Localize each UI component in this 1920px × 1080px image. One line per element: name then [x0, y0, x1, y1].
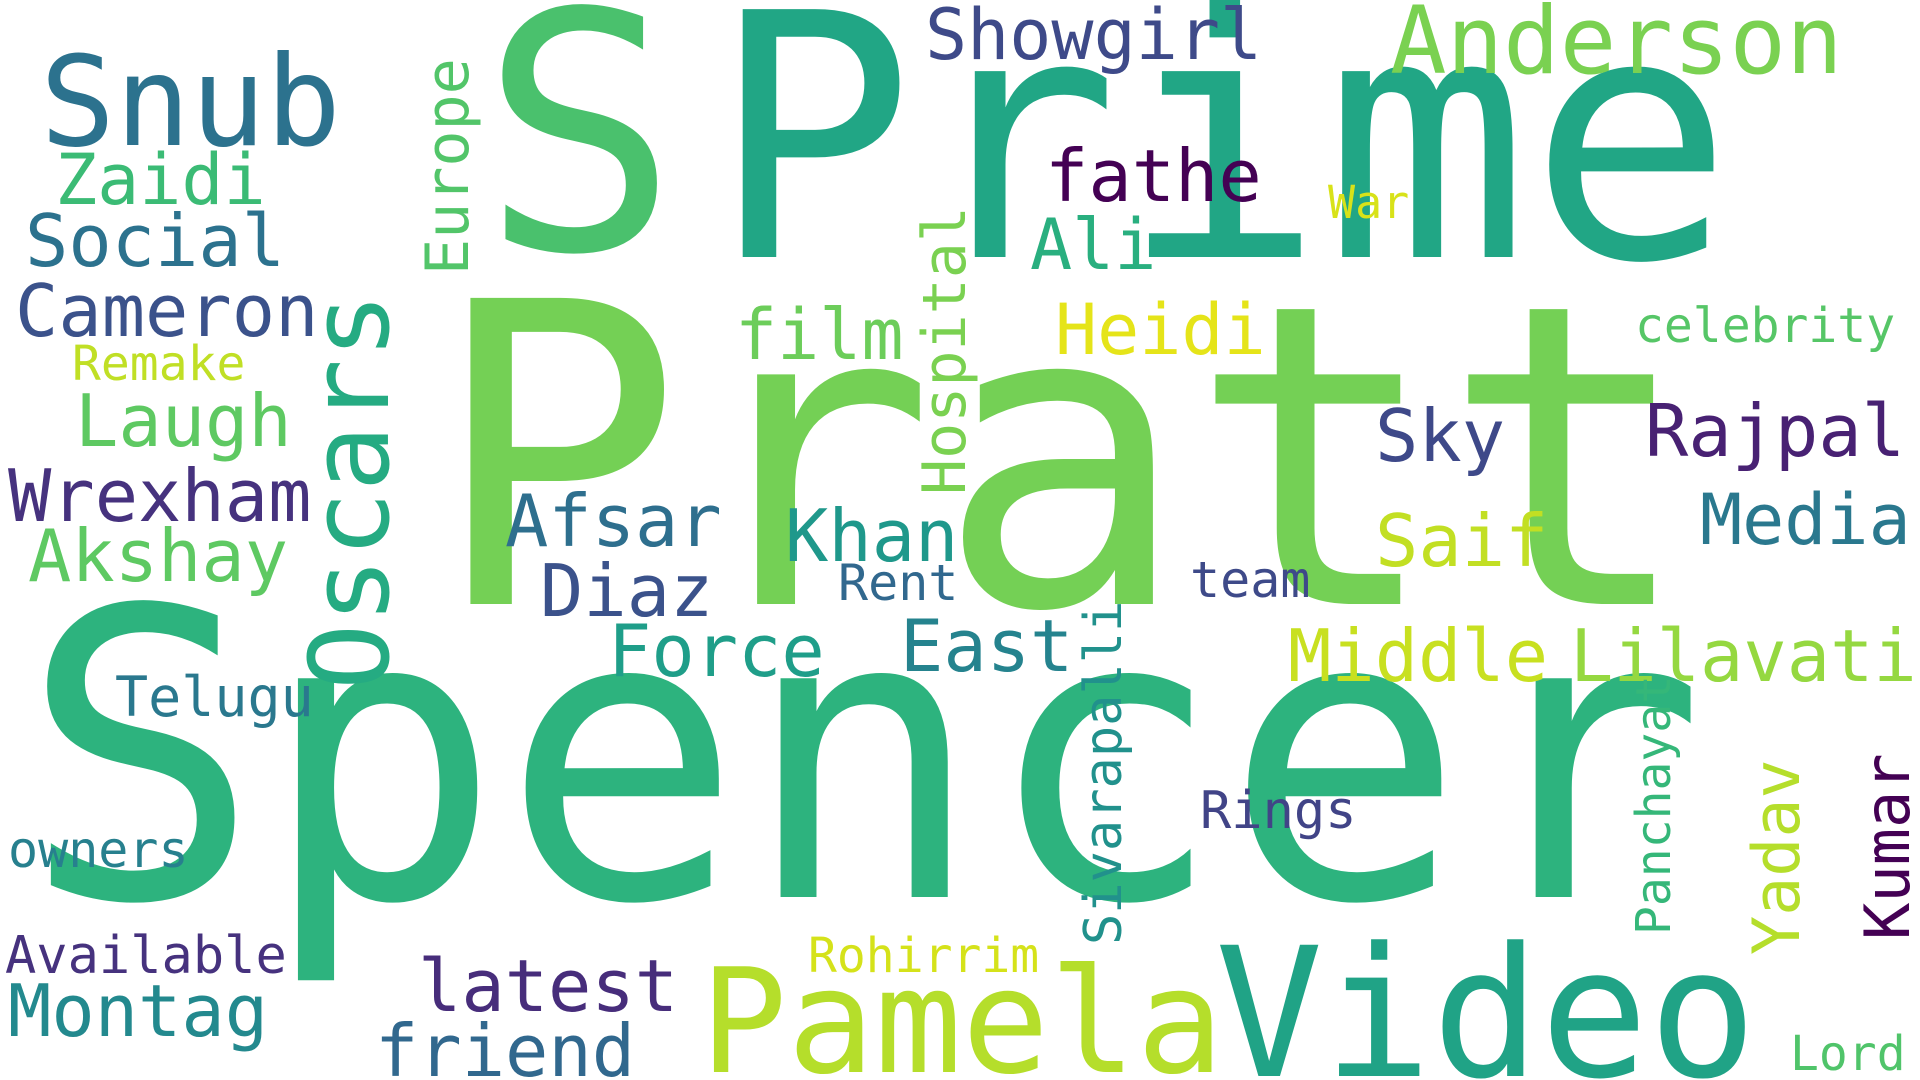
word-video: Video: [1215, 925, 1757, 1080]
word-sky: Sky: [1375, 400, 1505, 472]
word-kumar: Kumar: [1857, 753, 1919, 940]
word-fathe: fathe: [1045, 140, 1262, 212]
word-rings: Rings: [1200, 785, 1357, 837]
word-force: Force: [608, 615, 825, 687]
word-film: film: [735, 300, 904, 370]
word-anderson: Anderson: [1390, 0, 1843, 89]
word-showgirl: Showgirl: [925, 0, 1262, 70]
word-rent: Rent: [838, 558, 958, 608]
word-east: East: [900, 610, 1073, 682]
word-heidi: Heidi: [1055, 295, 1266, 365]
word-montag: Montag: [8, 975, 268, 1047]
word-akshay: Akshay: [28, 520, 288, 592]
word-telugu: Telugu: [115, 670, 314, 725]
word-afsar: Afsar: [505, 485, 722, 557]
word-celebrity: celebrity: [1635, 302, 1895, 350]
word-middle: Middle: [1288, 620, 1548, 692]
word-team: team: [1190, 555, 1310, 605]
word-lord: Lord: [1790, 1030, 1906, 1078]
word-social: Social: [25, 205, 285, 277]
word-war: War: [1328, 180, 1409, 225]
word-friend: friend: [375, 1015, 635, 1080]
word-lilavati: Lilavati: [1570, 620, 1917, 692]
word-media: Media: [1700, 485, 1911, 555]
word-ali: Ali: [1030, 210, 1156, 280]
word-europe: Europe: [418, 58, 478, 275]
word-hospital: Hospital: [915, 206, 975, 495]
word-yadav: Yadav: [1745, 759, 1810, 955]
word-s: S: [480, 0, 679, 300]
word-panchayat: Panchayat: [1630, 675, 1678, 935]
word-sivarapalli: Sivarapalli: [1078, 601, 1130, 945]
word-rajpal: Rajpal: [1645, 395, 1905, 467]
word-laugh: Laugh: [75, 385, 292, 457]
word-rohirrim: Rohirrim: [808, 932, 1039, 980]
word-saif: Saif: [1375, 505, 1548, 577]
word-owners: owners: [8, 825, 189, 875]
